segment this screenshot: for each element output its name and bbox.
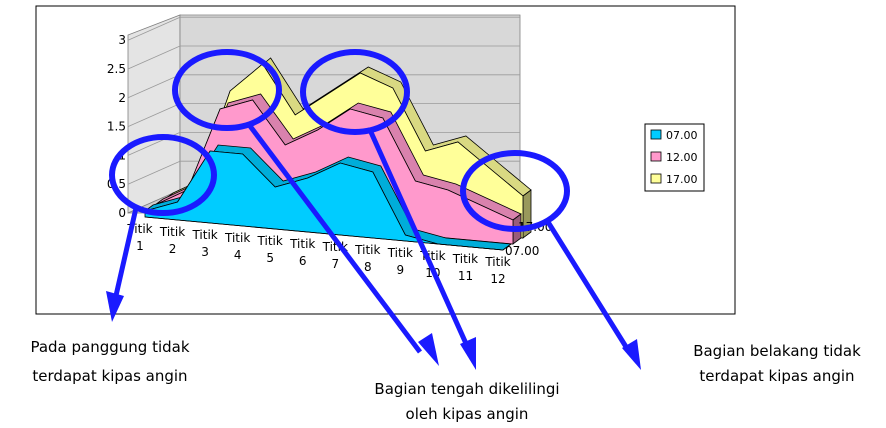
- legend-swatch-1200: [650, 151, 662, 162]
- highlight-ellipse-middle-right: [300, 49, 410, 135]
- x-tick-label: Titik 11: [452, 252, 478, 283]
- legend-swatch-0700: [650, 129, 662, 140]
- highlight-ellipse-back: [460, 150, 570, 232]
- arrow-middle-right-head: [460, 337, 476, 370]
- arrow-stage: [112, 207, 139, 301]
- y-tick-label: 2.5: [107, 62, 126, 76]
- annotation-right-line-2: terdapat kipas angin: [699, 367, 854, 385]
- legend-label-0700: 07.00: [666, 129, 698, 142]
- arrow-middle-left-head: [418, 333, 439, 366]
- highlight-ellipse-stage: [109, 134, 217, 216]
- gridline-side: [127, 160, 181, 185]
- x-tick-label: Titik 3: [191, 228, 217, 259]
- x-tick-label: Titik 12: [484, 255, 510, 286]
- x-tick-label: Titik 9: [387, 246, 413, 277]
- legend-label-1700: 17.00: [666, 173, 698, 186]
- series-layer: [144, 57, 532, 251]
- depth-axis-label: 07.00: [505, 244, 539, 258]
- highlight-ellipses: [109, 49, 570, 232]
- annotation-middle-line-1: Bagian tengah dikelilingi: [374, 380, 559, 398]
- gridline-side: [127, 74, 181, 99]
- arrow-stage-head: [106, 291, 124, 322]
- arrow-back: [545, 220, 631, 352]
- arrow-middle-left: [248, 124, 422, 354]
- gridline-side: [127, 103, 181, 127]
- x-tick-label: Titik 8: [354, 243, 380, 274]
- annotation-left-line-1: Pada panggung tidak: [30, 338, 189, 356]
- annotation-left-line-2: terdapat kipas angin: [32, 367, 187, 385]
- annotation-text: Pada panggung tidak terdapat kipas angin…: [30, 338, 861, 423]
- x-tick-label: Titik 2: [159, 225, 185, 256]
- legend-swatch-1700: [650, 173, 662, 184]
- floor-front-edge: [144, 216, 504, 251]
- y-tick-label: 1.5: [107, 120, 126, 134]
- legend-label-1200: 12.00: [666, 151, 698, 164]
- x-tick-label: Titik 4: [224, 231, 250, 262]
- gridline-side: [127, 16, 181, 41]
- highlight-ellipse-middle-left: [172, 49, 282, 131]
- x-tick-label: Titik 5: [257, 234, 283, 265]
- series-end-cap-0700: [502, 243, 512, 251]
- arrow-back-head: [622, 339, 641, 370]
- gridline-side: [127, 45, 181, 70]
- x-tick-label: Titik 6: [289, 237, 315, 268]
- annotation-middle-line-2: oleh kipas angin: [406, 405, 529, 423]
- y-tick-label: 0: [118, 206, 126, 220]
- y-tick-label: 2: [118, 91, 126, 105]
- y-tick-label: 3: [118, 33, 126, 47]
- arrow-middle-right: [367, 128, 471, 350]
- annotation-right-line-1: Bagian belakang tidak: [693, 342, 861, 360]
- legend: 07.00 12.00 17.00: [644, 123, 705, 192]
- annotation-arrows: [106, 124, 641, 370]
